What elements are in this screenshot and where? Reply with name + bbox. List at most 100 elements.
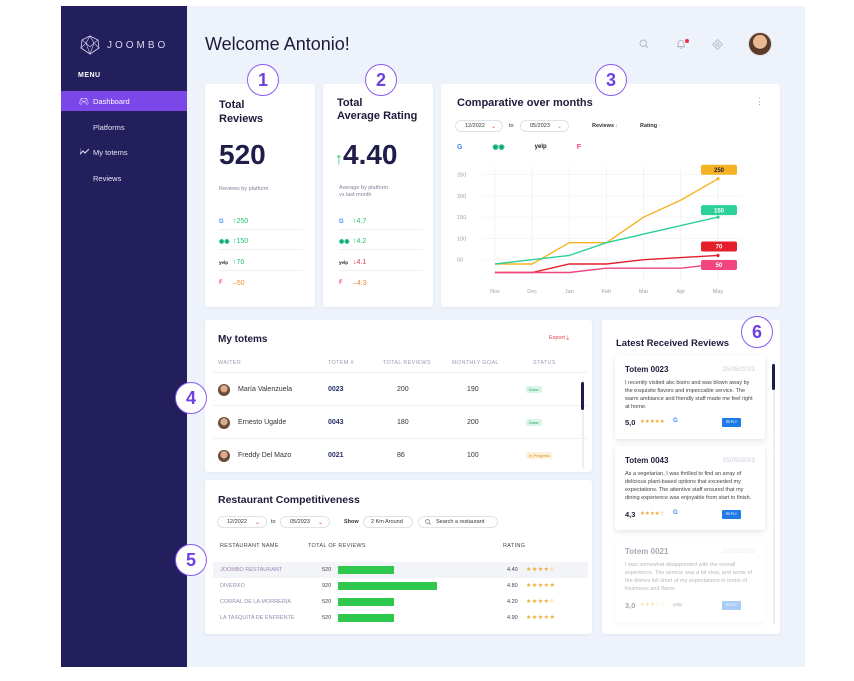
table-row[interactable]: DIVERXO 920 4.80 ★★★★★ [213, 578, 588, 594]
legend-tripadvisor-icon[interactable]: ◉◉ [492, 144, 505, 151]
totem-number: 0021 [328, 452, 344, 459]
reviews-scrollbar-track[interactable] [773, 362, 775, 624]
review-total: 520 [322, 615, 332, 621]
x-tick-label: Jan [565, 289, 574, 295]
review-card[interactable]: Totem 0023 25/05/2023 I recently visited… [615, 355, 765, 439]
total-reviews-card: Total Reviews 520 Reviews by platform G … [205, 84, 315, 307]
legend-yelp-icon[interactable]: yelp [534, 144, 547, 150]
comp-date-from-select[interactable]: 12/2022 ⌄ [217, 516, 267, 528]
review-totem: Totem 0043 [625, 456, 669, 465]
column-header: WAITER [218, 360, 241, 366]
date-from-select[interactable]: 12/2022 ⌄ [455, 120, 503, 132]
review-date: 22/05/2023 [722, 548, 755, 555]
table-row[interactable]: CORRAL DE LA MORRERÍA 520 4.20 ★★★★☆ [213, 594, 588, 610]
callout-badge-6: 6 [741, 316, 773, 348]
radius-value: 2 Km Around [371, 519, 403, 525]
platform-value: 70 [236, 259, 245, 266]
reply-button[interactable]: REPLY [722, 510, 741, 519]
chart-line-icon [77, 147, 91, 157]
platform-row-yelp: yelp ↑ 70 [219, 255, 303, 271]
search-icon[interactable] [639, 39, 649, 49]
more-vertical-icon[interactable]: ⋮ [755, 96, 764, 106]
table-row[interactable]: JOOMBO RESTAURANT 520 4.40 ★★★★☆ [213, 562, 588, 578]
sidebar-item-my-totems[interactable]: My totems [61, 142, 187, 162]
platform-row-foursquare: F – 50 [219, 275, 303, 291]
comp-date-to-select[interactable]: 05/2023 ⌄ [280, 516, 330, 528]
platform-row-google: G ↑ 250 [219, 214, 303, 230]
chevron-down-icon: ⌄ [254, 519, 260, 526]
series-point [716, 215, 720, 219]
y-tick-label: 100 [457, 236, 466, 242]
sidebar-item-label: My totems [93, 147, 128, 157]
x-tick-label: May [713, 289, 724, 295]
y-tick-label: 250 [457, 173, 466, 179]
search-placeholder: Search a restaurant [436, 519, 485, 525]
rating-stars: ★★★★★ [526, 583, 556, 589]
reply-button[interactable]: REPLY [722, 418, 741, 427]
waiter-name: María Valenzuela [238, 386, 292, 393]
toggle-reviews[interactable]: Reviews ↓ [592, 123, 618, 129]
review-card[interactable]: Totem 0043 25/05/2023 As a vegetarian, I… [615, 446, 765, 530]
trend-up-icon: ↑ [353, 218, 357, 225]
comparative-title: Comparative over months [457, 97, 593, 109]
sidebar-item-reviews[interactable]: Reviews [61, 168, 187, 188]
to-label: to [509, 123, 514, 129]
logo[interactable]: JOOMBO [79, 34, 168, 56]
review-score: 5,0 [625, 418, 636, 427]
series-end-label-bg [701, 164, 737, 175]
trend-up-icon: ↑ [233, 218, 237, 225]
review-card[interactable]: Totem 0021 22/05/2023 I was somewhat dis… [615, 537, 765, 622]
card-title-line2: Average Rating [337, 110, 418, 122]
date-to-select[interactable]: 05/2023 ⌄ [520, 120, 569, 132]
export-button[interactable]: Export ⤓ [549, 335, 569, 342]
waiter-name: Freddy Del Mazo [238, 452, 292, 459]
platform-row-yelp: yelp ↓ 4.1 [339, 255, 423, 271]
reviews-scrollbar-thumb[interactable] [772, 364, 775, 390]
trend-up-icon: ↑ [233, 259, 237, 266]
legend-foursquare-icon[interactable]: F [576, 143, 581, 151]
chevron-down-icon: ⌄ [317, 519, 323, 526]
date-from-value: 12/2022 [227, 519, 247, 525]
total-reviews-caption: Reviews by platform [219, 186, 269, 192]
review-text: I recently visited abc bistro and was bl… [625, 380, 753, 410]
sidebar-item-dashboard[interactable]: 🎮︎ Dashboard [61, 91, 187, 111]
review-total: 520 [322, 567, 332, 573]
sidebar-item-platforms[interactable]: Platforms [61, 117, 187, 137]
table-row[interactable]: María Valenzuela 0023 200 190 Done [213, 374, 588, 406]
y-tick-label: 150 [457, 215, 466, 221]
card-title-line1: Total [219, 99, 245, 111]
platform-legend: G ◉◉ yelp F [457, 143, 581, 152]
yelp-icon: yelp [673, 602, 683, 607]
rating-value: 4.20 [507, 599, 518, 605]
settings-icon[interactable] [712, 39, 723, 50]
yelp-icon: yelp [339, 260, 349, 265]
page-title: Welcome Antonio! [205, 34, 350, 54]
table-row[interactable]: Ernesto Ugalde 0043 180 200 Done [213, 407, 588, 439]
platform-value: 4.7 [356, 218, 367, 225]
restaurant-search-input[interactable]: Search a restaurant [418, 516, 498, 528]
review-score: 4,3 [625, 510, 636, 519]
sidebar: JOOMBO MENU 🎮︎ Dashboard Platforms My to… [61, 6, 187, 667]
platform-value: 50 [236, 279, 245, 287]
reply-button[interactable]: REPLY [722, 601, 741, 610]
average-rating-value-wrap: ↑4.40 [335, 139, 398, 171]
bell-icon[interactable] [676, 39, 686, 49]
logo-text: JOOMBO [107, 39, 169, 51]
totems-scrollbar-thumb[interactable] [581, 382, 584, 410]
series-end-label-bg [701, 259, 737, 270]
toggle-rating[interactable]: Rating ◦ [640, 123, 661, 129]
user-avatar[interactable] [748, 32, 772, 56]
trend-up-icon: ↑ [353, 238, 357, 245]
table-row[interactable]: Freddy Del Mazo 0021 86 100 In Progress [213, 440, 588, 472]
card-title-line1: Total [337, 97, 363, 109]
table-row[interactable]: LA TASQUITA DE ENFRENTE 520 4.90 ★★★★★ [213, 610, 588, 626]
export-label: Export [549, 335, 565, 341]
totems-scrollbar-track[interactable] [582, 380, 584, 468]
rating-value: 4.80 [507, 583, 518, 589]
series-point [716, 177, 720, 181]
competitiveness-card: Restaurant Competitiveness 12/2022 ⌄ to 0… [205, 480, 592, 634]
trend-flat-icon: – [233, 279, 237, 287]
legend-google-icon[interactable]: G [457, 143, 463, 151]
radius-select[interactable]: 2 Km Around [363, 516, 413, 528]
series-end-label: 250 [714, 168, 725, 174]
